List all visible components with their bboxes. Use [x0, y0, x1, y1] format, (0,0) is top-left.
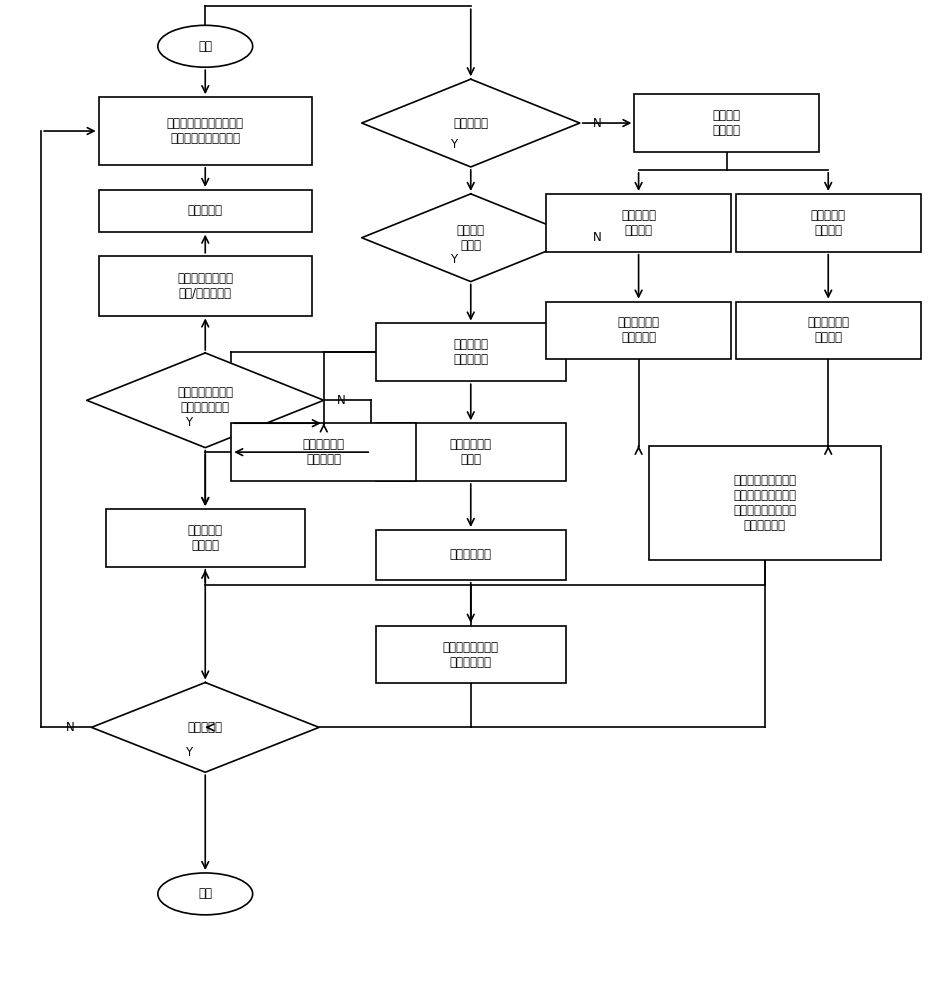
Polygon shape	[361, 79, 580, 167]
Text: 逃变器动作
切除孤岛: 逃变器动作 切除孤岛	[187, 524, 223, 552]
Text: 预设为定时
自动模式: 预设为定时 自动模式	[811, 209, 845, 237]
Text: 按人工指令投
入阻性负载: 按人工指令投 入阻性负载	[617, 316, 660, 344]
Text: 通讯正常？: 通讯正常？	[454, 117, 488, 130]
Text: 预设为人工
指令模式: 预设为人工 指令模式	[621, 209, 656, 237]
Text: 上级停电
检修？: 上级停电 检修？	[456, 224, 485, 252]
Text: 逃变器欠压保护动
作，切除孤岛: 逃变器欠压保护动 作，切除孤岛	[443, 641, 498, 669]
Polygon shape	[87, 353, 323, 448]
Ellipse shape	[158, 25, 253, 67]
FancyBboxPatch shape	[99, 97, 312, 165]
FancyBboxPatch shape	[649, 446, 881, 560]
Text: 接收主电网
调度的指令: 接收主电网 调度的指令	[454, 338, 488, 366]
FancyBboxPatch shape	[634, 94, 819, 152]
Text: N: N	[67, 721, 75, 734]
Text: 检测电压相位突变
是否超过阈值？: 检测电压相位突变 是否超过阈值？	[177, 386, 233, 414]
FancyBboxPatch shape	[376, 530, 566, 580]
Text: Y: Y	[184, 416, 192, 429]
Text: N: N	[592, 231, 601, 244]
Text: 指令为由逃变
器切除孤岛: 指令为由逃变 器切除孤岛	[302, 438, 345, 466]
FancyBboxPatch shape	[99, 190, 312, 232]
FancyBboxPatch shape	[546, 302, 731, 359]
Text: 定时自动投入
阻性负载: 定时自动投入 阻性负载	[807, 316, 849, 344]
FancyBboxPatch shape	[546, 194, 731, 252]
Text: 投入阻性负载: 投入阻性负载	[450, 548, 492, 561]
Text: 测量分布式光伏电源逆变
器输出端的电压和电流: 测量分布式光伏电源逆变 器输出端的电压和电流	[166, 117, 243, 145]
FancyBboxPatch shape	[736, 302, 921, 359]
Text: 若未形成孤岛则无影
响，若已形成孤岛则
逃变器欠压保护动作
进而切除孤岛: 若未形成孤岛则无影 响，若已形成孤岛则 逃变器欠压保护动作 进而切除孤岛	[733, 474, 796, 532]
Text: 自适应投入感性负
载和/或容性负载: 自适应投入感性负 载和/或容性负载	[177, 272, 233, 300]
FancyBboxPatch shape	[376, 626, 566, 683]
Text: 指令为投入阻
性负载: 指令为投入阻 性负载	[450, 438, 492, 466]
FancyBboxPatch shape	[231, 423, 417, 481]
Text: 开始: 开始	[198, 40, 212, 53]
Polygon shape	[361, 194, 580, 282]
FancyBboxPatch shape	[106, 509, 305, 567]
Ellipse shape	[158, 873, 253, 915]
FancyBboxPatch shape	[376, 323, 566, 381]
Text: 计算阻抗角: 计算阻抗角	[187, 204, 223, 217]
Text: 结束: 结束	[198, 887, 212, 900]
Text: 判断预设
工作模式: 判断预设 工作模式	[713, 109, 741, 137]
FancyBboxPatch shape	[376, 423, 566, 481]
Text: Y: Y	[450, 138, 457, 151]
FancyBboxPatch shape	[99, 256, 312, 316]
Polygon shape	[91, 682, 319, 772]
Text: Y: Y	[184, 746, 192, 759]
Text: N: N	[337, 394, 345, 407]
Text: Y: Y	[450, 253, 457, 266]
Text: 是否结束？: 是否结束？	[187, 721, 223, 734]
Text: N: N	[592, 117, 601, 130]
FancyBboxPatch shape	[736, 194, 921, 252]
